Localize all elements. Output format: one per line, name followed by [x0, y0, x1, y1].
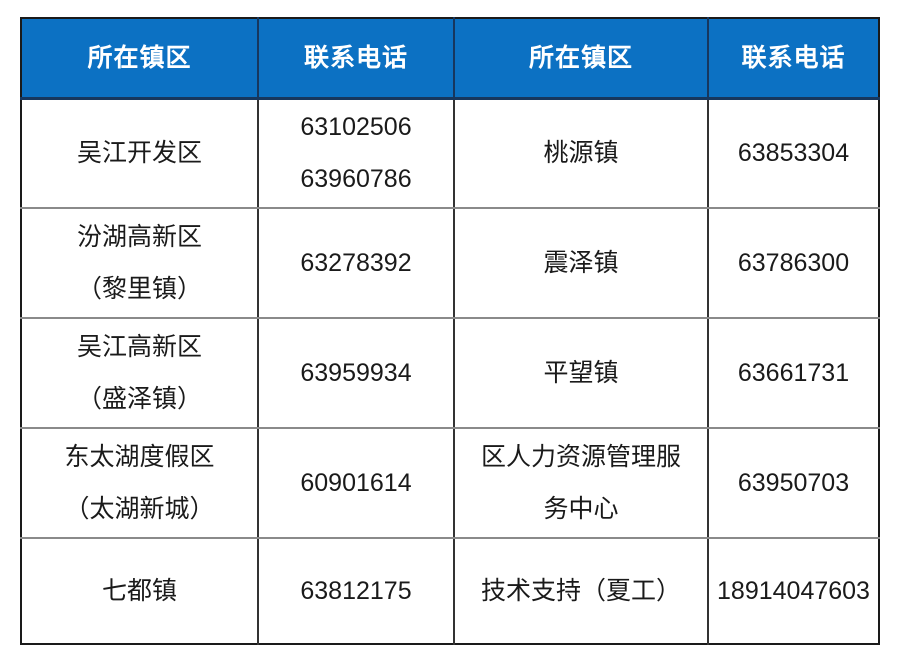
phone-cell: 63786300 — [708, 208, 879, 319]
district-cell: 震泽镇 — [454, 208, 709, 319]
contact-phone-table: 所在镇区 联系电话 所在镇区 联系电话 吴江开发区 63102506 63960… — [20, 17, 880, 645]
phone-cell: 63278392 — [258, 208, 455, 319]
district-cell: 汾湖高新区 （黎里镇） — [21, 208, 259, 319]
table-header-row: 所在镇区 联系电话 所在镇区 联系电话 — [21, 18, 879, 100]
phone-cell: 63812175 — [258, 538, 455, 644]
phone-cell: 63959934 — [258, 318, 455, 429]
table-row: 汾湖高新区 （黎里镇） 63278392 震泽镇 63786300 — [21, 208, 879, 319]
district-cell: 桃源镇 — [454, 98, 709, 209]
district-cell: 区人力资源管理服 务中心 — [454, 428, 709, 539]
table-row: 吴江高新区 （盛泽镇） 63959934 平望镇 63661731 — [21, 318, 879, 429]
district-cell: 七都镇 — [21, 538, 259, 644]
phone-cell: 63950703 — [708, 428, 879, 539]
header-cell-district-1: 所在镇区 — [21, 18, 259, 100]
header-cell-phone-1: 联系电话 — [258, 18, 455, 100]
table-row: 七都镇 63812175 技术支持（夏工） 18914047603 — [21, 538, 879, 644]
district-cell: 东太湖度假区 （太湖新城） — [21, 428, 259, 539]
header-cell-district-2: 所在镇区 — [454, 18, 709, 100]
header-cell-phone-2: 联系电话 — [708, 18, 879, 100]
phone-cell: 63853304 — [708, 98, 879, 209]
table-row: 吴江开发区 63102506 63960786 桃源镇 63853304 — [21, 98, 879, 209]
phone-cell: 60901614 — [258, 428, 455, 539]
phone-cell: 63661731 — [708, 318, 879, 429]
district-cell: 技术支持（夏工） — [454, 538, 709, 644]
table-row: 东太湖度假区 （太湖新城） 60901614 区人力资源管理服 务中心 6395… — [21, 428, 879, 539]
district-cell: 平望镇 — [454, 318, 709, 429]
phone-cell: 18914047603 — [717, 576, 870, 605]
district-cell: 吴江开发区 — [21, 98, 259, 209]
district-cell: 吴江高新区 （盛泽镇） — [21, 318, 259, 429]
phone-cell: 63102506 63960786 — [258, 98, 455, 209]
